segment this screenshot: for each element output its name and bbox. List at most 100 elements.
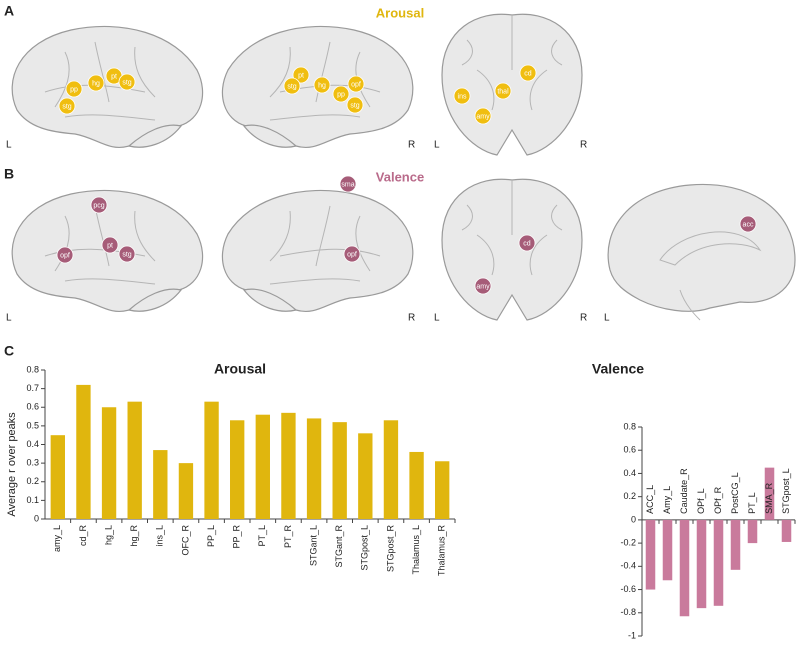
region-spot bbox=[346, 96, 364, 114]
bar bbox=[696, 519, 707, 609]
x-tick-label: ACC_L bbox=[645, 485, 655, 514]
side-label: R bbox=[580, 313, 587, 324]
chart-title: Arousal bbox=[214, 361, 266, 377]
side-label: L bbox=[434, 140, 440, 151]
region-label: pt bbox=[111, 73, 117, 80]
region-spot bbox=[474, 277, 492, 295]
bar bbox=[730, 519, 741, 570]
bar bbox=[383, 420, 399, 519]
bar bbox=[713, 519, 724, 606]
region-spot bbox=[313, 76, 331, 94]
x-tick-label: STGant_R bbox=[334, 525, 344, 568]
bar bbox=[645, 519, 656, 590]
heading: Arousal bbox=[376, 5, 424, 20]
region-label: amy bbox=[476, 283, 490, 290]
bar bbox=[679, 519, 690, 617]
region-label: stg bbox=[122, 79, 131, 86]
y-tick-label: 0.7 bbox=[26, 383, 39, 393]
region-spot bbox=[332, 85, 350, 103]
heading: Valence bbox=[376, 169, 424, 184]
bar bbox=[127, 401, 142, 519]
x-tick-label: Thalamus_L bbox=[411, 525, 421, 575]
region-label: cd bbox=[524, 70, 532, 77]
y-tick-label: 0.5 bbox=[26, 420, 39, 430]
region-label: hg bbox=[92, 80, 100, 87]
bar bbox=[50, 435, 65, 519]
panel-label: C bbox=[4, 343, 14, 359]
brain bbox=[441, 178, 583, 321]
region-label: thal bbox=[497, 88, 509, 95]
bar bbox=[230, 420, 245, 519]
region-spot bbox=[56, 246, 74, 264]
region-spot bbox=[453, 87, 471, 105]
x-tick-label: SMA_R bbox=[764, 482, 774, 514]
side-label: R bbox=[408, 313, 415, 324]
bar bbox=[255, 414, 270, 519]
y-tick-label: 0.8 bbox=[26, 364, 39, 374]
region-label: sma bbox=[341, 181, 354, 188]
region-spot bbox=[58, 97, 76, 115]
x-tick-label: PostCG_L bbox=[730, 472, 740, 514]
x-tick-label: STGpost_L bbox=[781, 468, 791, 514]
y-tick-label: -0.8 bbox=[620, 607, 636, 617]
region-label: stg bbox=[62, 103, 71, 110]
region-spot bbox=[292, 66, 310, 84]
y-tick-label: 0.2 bbox=[623, 491, 636, 501]
region-spot bbox=[347, 75, 365, 93]
x-tick-label: hg_L bbox=[103, 525, 113, 545]
bar bbox=[747, 519, 758, 544]
region-label: opf bbox=[351, 81, 361, 88]
side-label: L bbox=[604, 313, 610, 324]
side-label: L bbox=[434, 313, 440, 324]
region-spot bbox=[519, 64, 537, 82]
region-spot bbox=[474, 107, 492, 125]
x-tick-label: Amy_L bbox=[662, 486, 672, 514]
x-tick-label: OPf_R bbox=[713, 486, 723, 514]
x-tick-label: STGant_L bbox=[308, 525, 318, 566]
region-spot bbox=[518, 234, 536, 252]
y-tick-label: -0.6 bbox=[620, 584, 636, 594]
region-spot bbox=[87, 74, 105, 92]
bar bbox=[204, 401, 219, 519]
y-tick-label: 0.4 bbox=[623, 468, 636, 478]
region-spot bbox=[90, 196, 108, 214]
bar bbox=[178, 463, 194, 519]
side-label: L bbox=[6, 140, 12, 151]
bar bbox=[358, 433, 373, 519]
y-tick-label: 0 bbox=[34, 513, 39, 523]
bar bbox=[76, 384, 91, 519]
bar bbox=[281, 412, 296, 519]
y-tick-label: 0.8 bbox=[623, 421, 636, 431]
bar bbox=[409, 451, 424, 519]
x-tick-label: STGpost_R bbox=[385, 525, 395, 573]
bar bbox=[781, 519, 792, 542]
y-tick-label: 0.2 bbox=[26, 476, 39, 486]
region-spot bbox=[343, 245, 361, 263]
bar bbox=[332, 422, 347, 519]
region-label: pt bbox=[107, 242, 113, 249]
region-label: pp bbox=[70, 86, 78, 93]
chart-title: Valence bbox=[592, 361, 644, 377]
bar bbox=[435, 461, 450, 519]
x-tick-label: ins_L bbox=[155, 525, 165, 547]
x-tick-label: OFC_R bbox=[180, 525, 190, 556]
y-tick-label: -0.4 bbox=[620, 561, 636, 571]
region-label: pcg bbox=[93, 202, 104, 209]
x-tick-label: OPf_L bbox=[696, 488, 706, 514]
side-label: L bbox=[6, 313, 12, 324]
y-tick-label: 0.6 bbox=[26, 402, 39, 412]
region-label: opf bbox=[60, 252, 70, 259]
region-label: stg bbox=[350, 102, 359, 109]
region-label: hg bbox=[318, 82, 326, 89]
x-tick-label: Caudate_R bbox=[679, 468, 689, 514]
y-tick-label: -0.2 bbox=[620, 537, 636, 547]
y-axis-label: Average r over peaks bbox=[6, 412, 18, 517]
region-label: stg bbox=[287, 83, 296, 90]
region-label: opf bbox=[347, 251, 357, 258]
y-tick-label: 0.6 bbox=[623, 445, 636, 455]
x-tick-label: Thalamus_R bbox=[437, 525, 447, 577]
x-tick-label: PT_L bbox=[257, 525, 267, 547]
region-label: stg bbox=[122, 251, 131, 258]
x-tick-label: PT_R bbox=[283, 525, 293, 549]
